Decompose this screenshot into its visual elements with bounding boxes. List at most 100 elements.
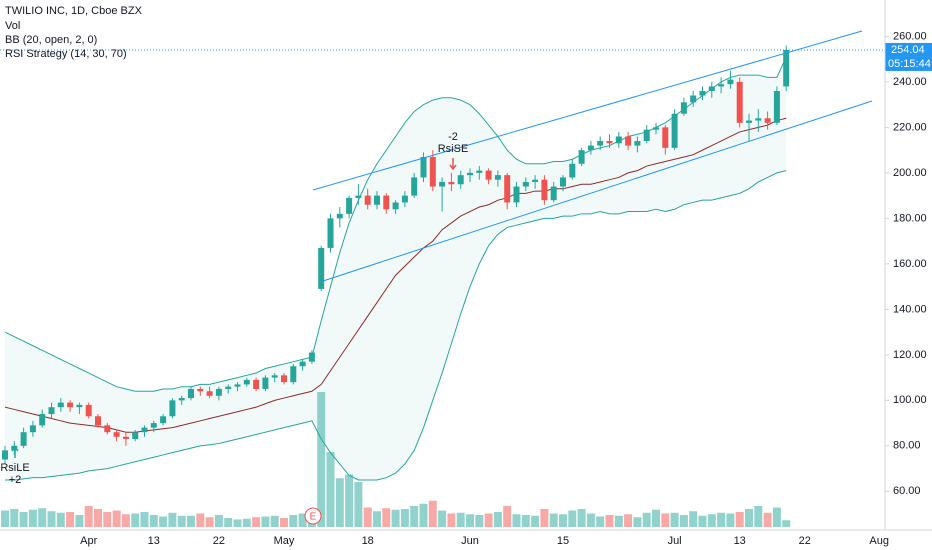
bb-lower: [5, 170, 787, 481]
volume-bar: [661, 513, 670, 527]
candle-body: [308, 352, 315, 362]
volume-bar: [503, 506, 512, 527]
candle-body: [253, 379, 260, 389]
signal-label: RsiLE: [0, 462, 29, 474]
candle-body: [39, 413, 46, 426]
candle-body: [234, 384, 241, 387]
volume-bar: [763, 512, 772, 527]
y-tick-label: 120.00: [893, 349, 927, 361]
y-tick-label: 240.00: [893, 76, 927, 88]
x-tick-label: Apr: [80, 535, 97, 547]
earnings-label[interactable]: E: [310, 512, 317, 523]
x-tick-label: Jul: [668, 535, 682, 547]
candle-body: [746, 120, 752, 123]
volume-bar: [745, 509, 753, 527]
candle-body: [392, 202, 399, 210]
volume-bar: [112, 510, 121, 527]
volume-bar: [568, 510, 577, 527]
volume-bar: [559, 514, 567, 527]
candle-body: [467, 172, 473, 176]
candle-layer: [2, 45, 790, 465]
candle-body: [457, 175, 464, 185]
volume-bar: [531, 515, 540, 527]
signal-label: RsiSE: [438, 143, 469, 155]
y-tick-label: 180.00: [893, 212, 927, 224]
y-tick-label: 80.00: [893, 440, 921, 452]
candle-body: [271, 375, 278, 378]
candle-body: [429, 156, 436, 187]
short-arrow: [449, 158, 457, 171]
candle-body: [513, 186, 520, 203]
candle-body: [113, 432, 120, 437]
candle-body: [615, 136, 622, 144]
candle-body: [48, 407, 55, 414]
volume-bar: [205, 517, 214, 527]
volume-bar: [419, 503, 428, 527]
volume-bar: [717, 512, 726, 527]
indicator-label: BB (20, open, 2, 0): [5, 34, 97, 46]
volume-bar: [242, 518, 251, 527]
candle-body: [281, 375, 287, 383]
earnings-marker[interactable]: [304, 507, 322, 525]
candle-body: [374, 195, 380, 205]
y-tick-label: 140.00: [893, 303, 927, 315]
candle-body: [690, 95, 697, 103]
volume-bar: [596, 516, 605, 527]
candle-body: [95, 416, 101, 426]
volume-bar: [289, 515, 298, 527]
candle-body: [2, 450, 8, 460]
candle-body: [485, 170, 492, 180]
countdown-box: [885, 56, 932, 71]
candle-body: [383, 195, 390, 210]
volume-bar: [689, 511, 698, 527]
candle-body: [541, 179, 548, 201]
x-tick-label: 13: [734, 535, 746, 547]
volume-bar: [679, 515, 688, 527]
volume-bar: [28, 509, 37, 527]
candle-body: [550, 186, 557, 201]
candle-body: [680, 102, 687, 114]
candle-body: [773, 90, 780, 123]
volume-bar: [149, 515, 158, 527]
candle-body: [597, 141, 604, 146]
long-arrow: [11, 445, 19, 458]
volume-bar: [56, 512, 65, 527]
countdown-label: 05:15:44: [888, 58, 931, 70]
volume-bar: [391, 509, 400, 527]
candle-body: [206, 391, 213, 396]
candle-body: [160, 416, 167, 424]
candle-body: [355, 195, 362, 198]
volume-bar: [540, 509, 549, 527]
x-tick-label: 22: [799, 535, 811, 547]
volume-bar: [66, 512, 75, 527]
candle-body: [346, 197, 353, 214]
volume-bar: [38, 508, 47, 527]
volume-bar: [438, 510, 447, 527]
volume-bar: [512, 514, 521, 527]
volume-bar: [363, 507, 372, 527]
signal-qty: +2: [9, 474, 22, 486]
channel-lower: [319, 100, 873, 283]
candle-body: [290, 366, 297, 383]
volume-bar: [345, 474, 354, 527]
volume-bar: [382, 508, 391, 527]
last-price-box: [885, 42, 932, 57]
candle-body: [755, 118, 762, 121]
x-tick-label: 13: [148, 535, 160, 547]
volume-bar: [224, 518, 233, 527]
candle-body: [76, 404, 83, 408]
volume-bar: [447, 513, 456, 527]
y-tick-label: 160.00: [893, 258, 927, 270]
volume-bar: [670, 512, 679, 527]
candle-body: [420, 156, 427, 178]
volume-bar: [521, 515, 530, 527]
candle-body: [132, 432, 139, 440]
volume-bar: [335, 478, 344, 527]
candle-body: [606, 141, 613, 144]
volume-bar: [84, 506, 93, 527]
x-tick-label: 18: [362, 535, 374, 547]
volume-bar: [493, 512, 502, 527]
volume-bar: [586, 513, 595, 527]
y-tick-label: 220.00: [893, 121, 927, 133]
volume-bar: [707, 514, 716, 527]
